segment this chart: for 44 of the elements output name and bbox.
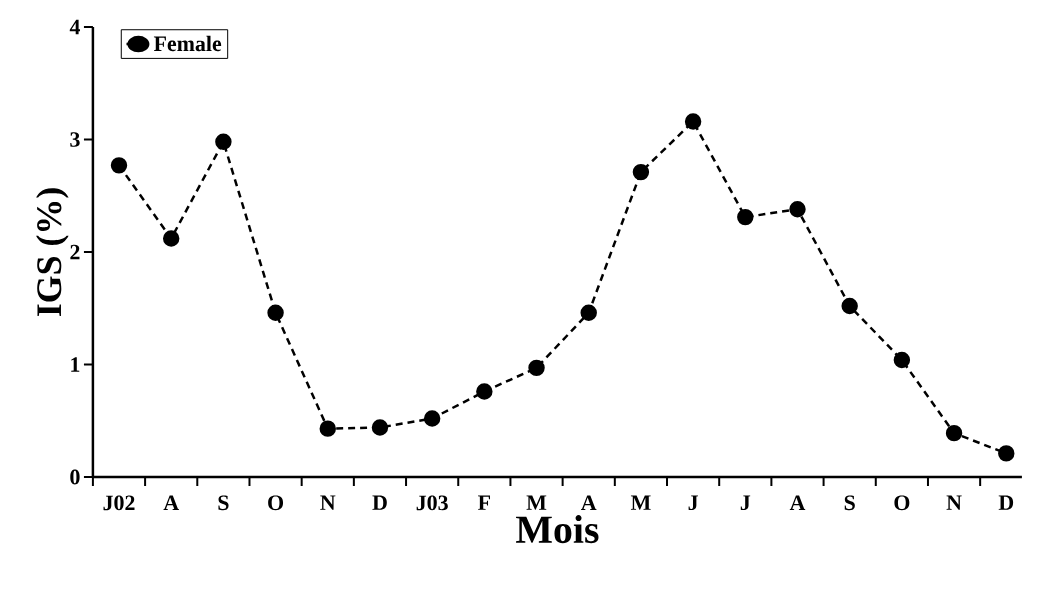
point [267, 304, 284, 321]
x-tick-label: S [844, 495, 855, 511]
point [632, 163, 650, 181]
x-tick-label: J03 [416, 495, 448, 511]
point [945, 424, 963, 442]
x-tick-label: O [894, 495, 910, 511]
y-tick-label: 2 [70, 244, 80, 260]
x-tick-label: J [688, 495, 698, 511]
y-tick-label: 4 [69, 19, 81, 35]
y-tick-label: 3 [70, 132, 80, 147]
y-tick-label: 0 [70, 469, 80, 485]
x-tick-label: S [218, 495, 229, 511]
x-tick-label: A [789, 495, 806, 510]
point [789, 201, 806, 218]
point [528, 359, 545, 377]
point [893, 351, 911, 369]
point [110, 157, 128, 174]
x-tick-label: D [998, 495, 1014, 510]
x-axis-title: Mois [516, 515, 599, 544]
x-tick-label: N [946, 495, 962, 510]
point [371, 419, 389, 436]
x-tick-label: O [268, 495, 284, 511]
x-tick-label: J [740, 495, 751, 511]
x-tick-label: J02 [103, 495, 135, 511]
x-tick-label: N [320, 495, 336, 510]
y-tick-label: 1 [71, 357, 80, 372]
point [684, 113, 702, 130]
point [998, 445, 1015, 462]
y-axis-title: IGS (%) [36, 188, 69, 317]
point [215, 133, 232, 150]
point [423, 410, 441, 427]
point [162, 230, 180, 247]
legend-label: Female [153, 35, 222, 52]
x-tick-label: M [526, 495, 547, 510]
x-tick-label: D [372, 495, 387, 510]
point [580, 304, 597, 321]
x-tick-label: A [163, 495, 179, 510]
point [841, 297, 858, 315]
point [476, 383, 493, 400]
point [319, 420, 336, 437]
point [737, 208, 754, 226]
x-tick-label: A [581, 495, 597, 510]
x-tick-label: M [630, 495, 651, 510]
x-tick-label: F [478, 495, 490, 510]
